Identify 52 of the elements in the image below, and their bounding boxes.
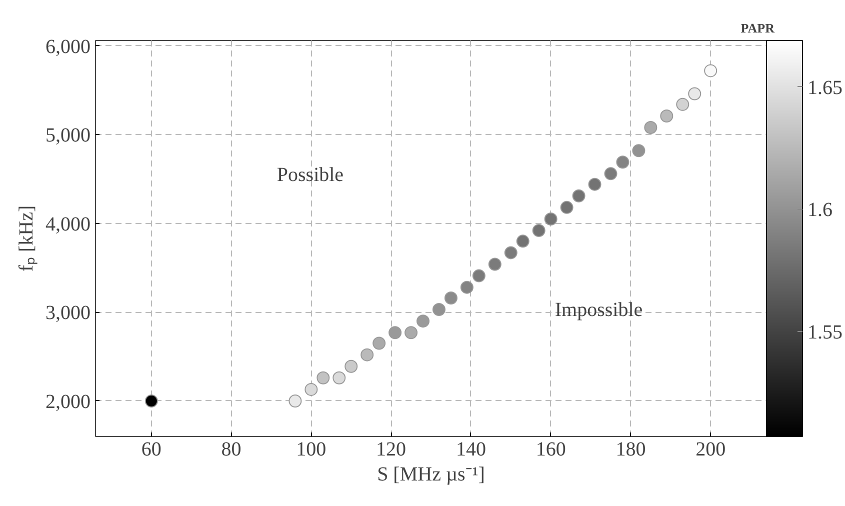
y-tick-label: 6,000 — [46, 36, 90, 58]
color-bar-label: 1.6 — [808, 199, 832, 222]
x-tick-label: 120 — [376, 438, 406, 460]
y-axis-title: fₚ [kHz] — [16, 205, 38, 272]
y-tick-label: 2,000 — [46, 390, 90, 413]
point — [644, 121, 658, 134]
point — [444, 292, 458, 304]
annotation: Possible — [276, 164, 344, 186]
point — [288, 394, 302, 408]
point — [344, 360, 358, 373]
point — [676, 98, 690, 111]
color-bar-label: 1.55 — [808, 321, 842, 344]
point — [472, 269, 486, 282]
y-tick-label: 3,000 — [46, 302, 90, 324]
y-tick-label: 5,000 — [46, 124, 90, 147]
color-bar-label: 1.65 — [808, 76, 842, 99]
x-tick-label: 180 — [616, 438, 646, 460]
point — [560, 200, 574, 214]
color-bar-title: PAPR — [740, 20, 776, 36]
point — [144, 394, 158, 408]
x-tick-label: 200 — [696, 438, 726, 460]
y-tick-label: 4,000 — [46, 213, 90, 236]
point — [360, 348, 374, 362]
point — [632, 144, 646, 158]
point — [304, 382, 318, 396]
point — [372, 336, 386, 350]
x-axis-title: S [MHz µs⁻¹] — [377, 464, 485, 486]
point — [616, 156, 630, 169]
point — [332, 371, 346, 384]
point — [432, 303, 446, 316]
point — [404, 326, 418, 340]
point — [688, 87, 702, 100]
point — [388, 326, 402, 340]
point — [604, 167, 618, 180]
point — [504, 246, 518, 260]
point — [588, 178, 602, 191]
point — [544, 212, 558, 226]
x-tick-label: 60 — [141, 438, 162, 460]
point — [660, 109, 674, 122]
annotation: Impossible — [554, 298, 643, 321]
x-tick-label: 100 — [296, 438, 326, 460]
point — [532, 224, 546, 237]
point — [460, 280, 474, 294]
x-tick-label: 80 — [221, 438, 242, 460]
point — [572, 189, 586, 202]
point — [416, 314, 430, 328]
point — [704, 64, 718, 78]
point — [316, 371, 330, 384]
point — [488, 258, 502, 271]
point — [516, 234, 530, 248]
x-tick-label: 160 — [536, 438, 566, 460]
x-tick-label: 140 — [456, 438, 486, 460]
